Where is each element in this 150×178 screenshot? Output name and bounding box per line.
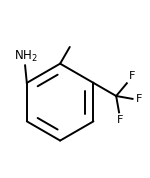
Text: F: F (116, 116, 123, 125)
Text: F: F (136, 94, 142, 104)
Text: F: F (129, 71, 135, 81)
Text: NH$_2$: NH$_2$ (14, 49, 38, 64)
